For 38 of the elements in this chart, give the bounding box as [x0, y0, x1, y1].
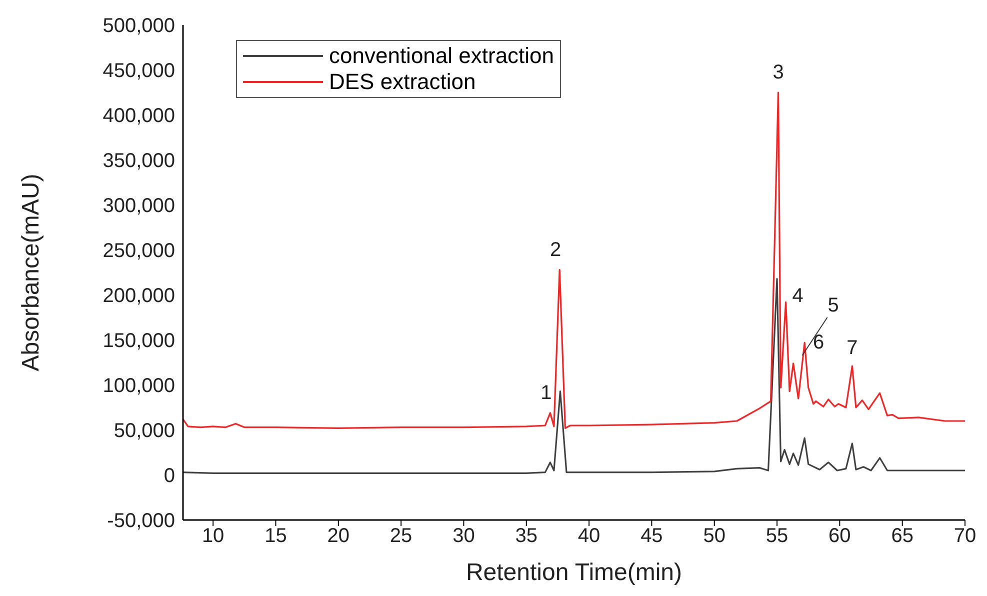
y-tick-label: 500,000: [102, 15, 175, 38]
line-series: [183, 92, 965, 429]
annotation: 2: [550, 238, 562, 261]
x-tick-label: 30: [452, 525, 475, 548]
annotation: 5: [828, 294, 839, 316]
y-tick-label: 400,000: [102, 105, 175, 128]
y-tick-label: 50,000: [114, 420, 175, 442]
y-tick-label: 350,000: [102, 150, 175, 172]
x-tick-label: 70: [954, 525, 976, 548]
annotation: 7: [846, 337, 858, 360]
line-series: [183, 278, 965, 474]
x-tick-label: 35: [515, 525, 538, 548]
x-tick-label: 25: [390, 525, 412, 548]
x-tick-label: 50: [703, 525, 726, 548]
y-tick-label: 150,000: [102, 330, 175, 352]
x-tick-label: 10: [202, 525, 224, 548]
x-tick-label: 20: [327, 525, 350, 548]
y-tick-label: 300,000: [102, 195, 175, 218]
y-tick-label: 200,000: [102, 285, 175, 308]
annotation: 1: [540, 382, 552, 404]
x-tick-label: 55: [766, 525, 788, 548]
y-tick-label: 450,000: [102, 60, 175, 82]
y-tick-label: 100,000: [102, 375, 175, 398]
y-axis-title: Absorbance(mAU): [18, 174, 45, 372]
x-tick-label: 15: [264, 525, 287, 548]
annotation: 3: [772, 62, 784, 84]
y-tick-label: 250,000: [102, 240, 175, 262]
x-tick-label: 65: [891, 525, 914, 548]
annotation: 4: [792, 285, 804, 308]
x-axis-title: Retention Time(min): [466, 559, 682, 586]
y-tick-label: 0: [164, 465, 175, 488]
x-tick-label: 45: [640, 525, 663, 548]
legend-label: conventional extraction: [329, 43, 554, 69]
annotation: 6: [813, 332, 824, 354]
x-tick-label: 60: [828, 525, 851, 548]
y-tick-label: -50,000: [107, 510, 175, 532]
x-tick-label: 40: [578, 525, 600, 548]
legend-label: DES extraction: [329, 69, 476, 95]
